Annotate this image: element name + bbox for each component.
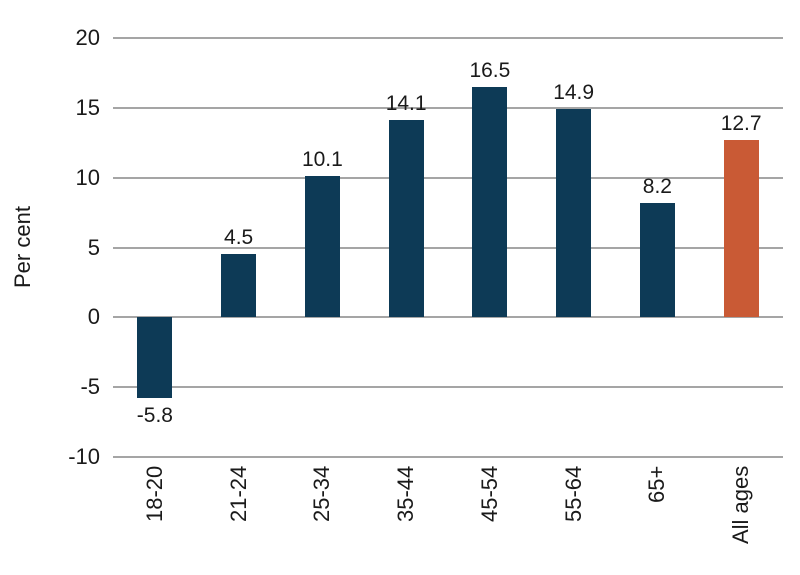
y-tick-label: 20 <box>75 25 100 50</box>
bar-value-label: 4.5 <box>224 226 254 250</box>
gridline <box>113 106 783 109</box>
x-axis-label: 55-64 <box>560 466 586 523</box>
bar <box>221 254 257 318</box>
y-tick-label: 0 <box>87 304 100 330</box>
bar-value-label: -5.8 <box>136 404 173 428</box>
x-axis-label: 45-54 <box>476 466 502 523</box>
bar <box>639 202 675 318</box>
bar-value-label: 8.2 <box>642 174 672 198</box>
x-axis-label: 35-44 <box>393 466 419 523</box>
bar <box>472 86 508 318</box>
bar-value-label: 16.5 <box>469 58 511 82</box>
y-tick-label: 15 <box>75 94 100 120</box>
bar-value-label: 14.1 <box>385 92 427 116</box>
gridline <box>113 316 783 319</box>
bar-highlight <box>723 139 759 318</box>
y-tick-label: 5 <box>87 234 100 260</box>
bar-value-label: 10.1 <box>301 148 343 172</box>
bar <box>137 317 173 399</box>
gridline <box>113 456 783 458</box>
x-axis-label: 21-24 <box>225 466 251 523</box>
x-axis-label: All ages <box>728 466 754 545</box>
x-axis-label: 18-20 <box>141 466 167 523</box>
gridline <box>113 246 783 249</box>
gridline <box>113 386 783 389</box>
y-tick-label: -10 <box>68 444 100 469</box>
x-axis-label: 25-34 <box>309 466 335 523</box>
bar <box>556 109 592 318</box>
bar <box>388 120 424 318</box>
bar <box>304 176 340 318</box>
x-axis-label: 65+ <box>644 466 670 504</box>
gridline <box>113 176 783 179</box>
y-tick-label: 10 <box>75 164 100 190</box>
bar-value-label: 12.7 <box>720 111 762 135</box>
y-tick-label: -5 <box>80 374 100 400</box>
bar-value-label: 14.9 <box>553 81 595 105</box>
gridline <box>113 37 783 39</box>
